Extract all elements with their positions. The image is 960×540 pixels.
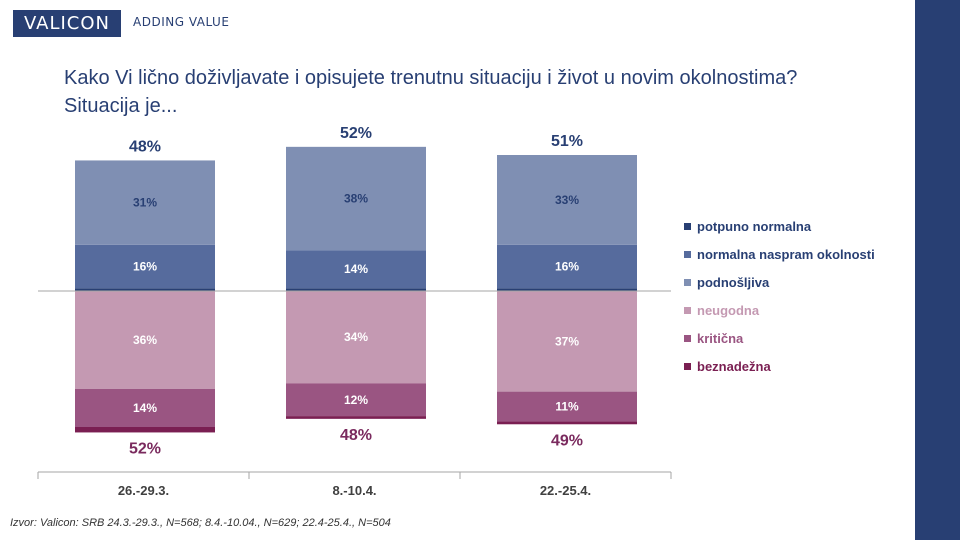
legend-item: kritična [684, 324, 875, 352]
data-label: 36% [133, 333, 157, 347]
chart-title: Kako Vi lično doživljavate i opisujete t… [64, 64, 904, 120]
legend-label: neugodna [697, 302, 760, 318]
bar-segment [75, 388, 215, 427]
bar-segment [497, 288, 637, 291]
bar-segment [497, 391, 637, 422]
legend-swatch [684, 334, 691, 342]
data-label: 12% [344, 393, 368, 407]
valicon-logo: VALICON [13, 10, 121, 37]
total-negative-label: 48% [340, 427, 372, 444]
legend-label: kritična [697, 330, 744, 346]
bar-segment [286, 416, 426, 419]
source-note: Izvor: Valicon: SRB 24.3.-29.3., N=568; … [10, 517, 391, 529]
x-tick-label: 26.-29.3. [118, 483, 169, 498]
data-label: 31% [133, 196, 157, 210]
total-positive-label: 51% [551, 133, 583, 150]
chart-legend: potpuno normalna normalna naspram okolnos… [684, 212, 875, 380]
right-accent-bar [915, 0, 960, 540]
bar-segment [286, 291, 426, 384]
total-positive-label: 48% [129, 138, 161, 155]
title-line-2: Situacija je... [64, 95, 178, 117]
legend-label: normalna naspram okolnosti [697, 246, 875, 262]
data-label: 14% [344, 262, 368, 276]
data-label: 33% [555, 193, 579, 207]
legend-label: beznadežna [697, 358, 771, 374]
data-label: 14% [133, 401, 157, 415]
bar-segment [497, 421, 637, 425]
x-tick-label: 8.-10.4. [332, 483, 376, 498]
data-label: 34% [344, 330, 368, 344]
legend-swatch [684, 250, 691, 258]
bar-segment [75, 427, 215, 433]
legend-swatch [684, 362, 691, 370]
legend-item: normalna naspram okolnosti [684, 240, 875, 268]
legend-item: beznadežna [684, 352, 875, 380]
data-label: 38% [344, 192, 368, 206]
bar-segment [75, 291, 215, 389]
data-label: 11% [555, 400, 579, 414]
legend-item: potpuno normalna [684, 212, 875, 240]
bar-segment [286, 288, 426, 291]
data-label: 16% [555, 260, 579, 274]
bar-segment [75, 244, 215, 289]
bar-segment [75, 288, 215, 291]
data-label: 37% [555, 334, 579, 348]
bar-segment [75, 160, 215, 245]
legend-swatch [684, 278, 691, 286]
logo-tagline: ADDING VALUE [133, 15, 230, 29]
total-negative-label: 52% [129, 440, 161, 457]
legend-swatch [684, 222, 691, 230]
legend-item: podnošljiva [684, 268, 875, 296]
legend-swatch [684, 306, 691, 314]
bar-segment [497, 291, 637, 392]
bar-segment [497, 155, 637, 245]
bar-segment [497, 244, 637, 289]
bar-segment [286, 383, 426, 417]
data-label: 16% [133, 260, 157, 274]
legend-item: neugodna [684, 296, 875, 324]
total-positive-label: 52% [340, 125, 372, 142]
legend-label: podnošljiva [697, 274, 770, 290]
legend-label: potpuno normalna [697, 218, 812, 234]
bar-segment [286, 146, 426, 251]
bar-segment [286, 250, 426, 289]
x-tick-label: 22.-25.4. [540, 483, 591, 498]
title-line-1: Kako Vi lično doživljavate i opisujete t… [64, 67, 798, 89]
total-negative-label: 49% [551, 432, 583, 449]
